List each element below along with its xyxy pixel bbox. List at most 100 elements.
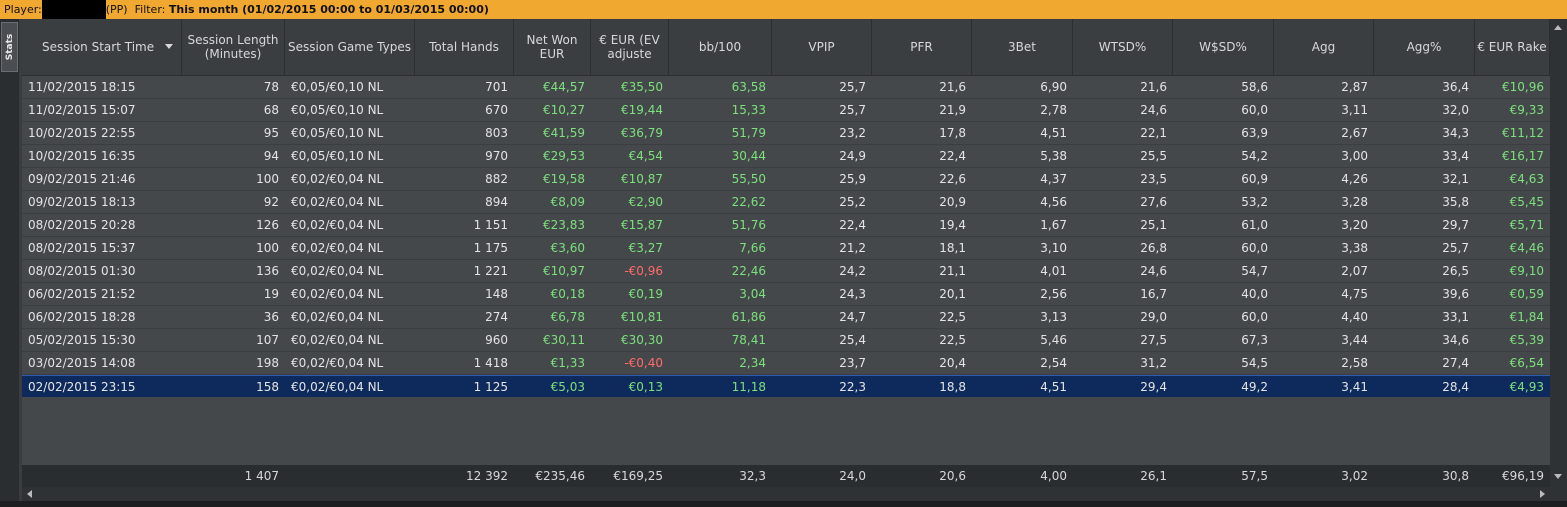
cell-agg-pct: 32,0 (1442, 103, 1469, 117)
cell-total-hands: 1 175 (473, 241, 508, 255)
cell-agg-pct: 34,3 (1442, 126, 1469, 140)
column-header-label: Agg% (1406, 40, 1442, 54)
filter-value[interactable]: This month (01/02/2015 00:00 to 01/03/20… (168, 3, 489, 16)
cell-session-length: 158 (256, 380, 279, 394)
table-row[interactable]: 11/02/2015 18:15 78 €0,05/€0,10 NL 701 €44,5… (22, 76, 1550, 99)
scroll-up-icon[interactable] (1554, 25, 1562, 30)
column-header-eur-rake[interactable]: € EUR Rake (1475, 19, 1550, 75)
column-header-total-hands[interactable]: Total Hands (415, 19, 514, 75)
table-row[interactable]: 10/02/2015 16:35 94 €0,05/€0,10 NL 970 €29,5… (22, 145, 1550, 168)
table-row[interactable]: 10/02/2015 22:55 95 €0,05/€0,10 NL 803 €41,5… (22, 122, 1550, 145)
table-row[interactable]: 08/02/2015 01:30 136 €0,02/€0,04 NL 1 221 €1… (22, 260, 1550, 283)
cell-3bet: 6,90 (1040, 80, 1067, 94)
cell-agg: 3,41 (1341, 380, 1368, 394)
total-agg-pct: 30,8 (1442, 469, 1469, 483)
column-header-wsd[interactable]: W$SD% (1173, 19, 1274, 75)
column-header-bb-100[interactable]: bb/100 (669, 19, 772, 75)
table-row[interactable]: 02/02/2015 23:15 158 €0,02/€0,04 NL 1 125 €5… (22, 375, 1550, 398)
cell-wsd: 63,9 (1241, 126, 1268, 140)
table-row[interactable]: 05/02/2015 15:30 107 €0,02/€0,04 NL 960 €30,… (22, 329, 1550, 352)
column-header-session-start-time[interactable]: Session Start Time (22, 19, 182, 75)
cell-pfr: 19,4 (939, 218, 966, 232)
cell-total-hands: 970 (485, 149, 508, 163)
table-row[interactable]: 06/02/2015 18:28 36 €0,02/€0,04 NL 274 €6,78… (22, 306, 1550, 329)
table-row[interactable]: 06/02/2015 21:52 19 €0,02/€0,04 NL 148 €0,18… (22, 283, 1550, 306)
cell-eur-rake: €5,45 (1509, 195, 1544, 209)
column-header-3bet[interactable]: 3Bet (972, 19, 1073, 75)
cell-eur-rake: €9,33 (1509, 103, 1544, 117)
cell-agg: 4,75 (1341, 287, 1368, 301)
cell-pfr: 22,6 (939, 172, 966, 186)
column-header-label: PFR (910, 40, 933, 54)
table-row[interactable]: 09/02/2015 21:46 100 €0,02/€0,04 NL 882 €19,… (22, 168, 1550, 191)
horizontal-scrollbar[interactable] (22, 487, 1550, 501)
cell-3bet: 1,67 (1040, 218, 1067, 232)
table-row[interactable]: 08/02/2015 15:37 100 €0,02/€0,04 NL 1 175 €3… (22, 237, 1550, 260)
player-suffix: (PP) (105, 3, 128, 16)
cell-ev-adjusted: €4,54 (628, 149, 663, 163)
cell-wsd: 49,2 (1241, 380, 1268, 394)
cell-3bet: 5,46 (1040, 333, 1067, 347)
total-bb-100: 32,3 (739, 469, 766, 483)
cell-eur-rake: €6,54 (1509, 356, 1544, 370)
cell-bb-100: 63,58 (731, 80, 766, 94)
column-header-pfr[interactable]: PFR (872, 19, 972, 75)
cell-session-game-types: €0,02/€0,04 NL (291, 333, 384, 347)
column-header-agg-pct[interactable]: Agg% (1374, 19, 1475, 75)
cell-net-won-eur: €6,78 (550, 310, 585, 324)
cell-agg: 3,28 (1341, 195, 1368, 209)
cell-wsd: 53,2 (1241, 195, 1268, 209)
cell-total-hands: 882 (485, 172, 508, 186)
table-row[interactable]: 09/02/2015 18:13 92 €0,02/€0,04 NL 894 €8,09… (22, 191, 1550, 214)
vertical-scrollbar[interactable] (1550, 19, 1567, 507)
column-header-label: Session Length (Minutes) (187, 33, 279, 61)
cell-net-won-eur: €8,09 (550, 195, 585, 209)
table-row[interactable]: 11/02/2015 15:07 68 €0,05/€0,10 NL 670 €10,2… (22, 99, 1550, 122)
cell-agg: 2,58 (1341, 356, 1368, 370)
column-header-vpip[interactable]: VPIP (772, 19, 872, 75)
cell-session-start-time: 08/02/2015 01:30 (28, 264, 136, 278)
column-header-label: € EUR (EV adjuste (599, 33, 660, 61)
column-header-label: Session Start Time (42, 40, 155, 54)
cell-net-won-eur: €44,57 (543, 80, 585, 94)
table-row[interactable]: 08/02/2015 20:28 126 €0,02/€0,04 NL 1 151 €2… (22, 214, 1550, 237)
cell-ev-adjusted: €36,79 (621, 126, 663, 140)
cell-bb-100: 22,46 (731, 264, 766, 278)
cell-agg: 3,11 (1341, 103, 1368, 117)
cell-3bet: 4,56 (1040, 195, 1067, 209)
cell-ev-adjusted: €3,27 (628, 241, 663, 255)
cell-session-start-time: 03/02/2015 14:08 (28, 356, 136, 370)
cell-agg-pct: 39,6 (1442, 287, 1469, 301)
cell-ev-adjusted: -€0,96 (624, 264, 663, 278)
cell-net-won-eur: €23,83 (543, 218, 585, 232)
column-header-session-length[interactable]: Session Length (Minutes) (182, 19, 285, 75)
column-header-session-game-types[interactable]: Session Game Types (285, 19, 415, 75)
table-row[interactable]: 03/02/2015 14:08 198 €0,02/€0,04 NL 1 418 €1… (22, 352, 1550, 375)
column-header-wtsd[interactable]: WTSD% (1073, 19, 1173, 75)
cell-pfr: 22,5 (939, 333, 966, 347)
scroll-left-icon[interactable] (27, 490, 32, 498)
cell-wsd: 54,5 (1241, 356, 1268, 370)
cell-pfr: 18,8 (939, 380, 966, 394)
scroll-right-icon[interactable] (1540, 490, 1545, 498)
scroll-down-icon[interactable] (1554, 474, 1562, 479)
cell-agg-pct: 28,4 (1442, 380, 1469, 394)
stats-tab[interactable]: Stats (1, 22, 18, 72)
column-header-agg[interactable]: Agg (1274, 19, 1374, 75)
column-header-net-won-eur[interactable]: Net Won EUR (514, 19, 591, 75)
sort-descending-icon[interactable] (165, 44, 173, 49)
cell-ev-adjusted: €35,50 (621, 80, 663, 94)
cell-pfr: 18,1 (939, 241, 966, 255)
cell-total-hands: 1 125 (473, 380, 508, 394)
cell-agg-pct: 36,4 (1442, 80, 1469, 94)
filter-bar: Player: (PP) Filter: This month (01/02/20… (0, 0, 1567, 19)
cell-eur-rake: €0,59 (1509, 287, 1544, 301)
cell-eur-rake: €4,63 (1509, 172, 1544, 186)
cell-total-hands: 701 (485, 80, 508, 94)
cell-eur-rake: €4,46 (1509, 241, 1544, 255)
cell-bb-100: 3,04 (739, 287, 766, 301)
totals-row: 1 407 12 392 €235,46 €169,25 32,3 24,0 20,6 4,0… (22, 465, 1550, 487)
cell-agg: 4,40 (1341, 310, 1368, 324)
cell-net-won-eur: €30,11 (543, 333, 585, 347)
column-header-ev-adjusted[interactable]: € EUR (EV adjuste (591, 19, 669, 75)
